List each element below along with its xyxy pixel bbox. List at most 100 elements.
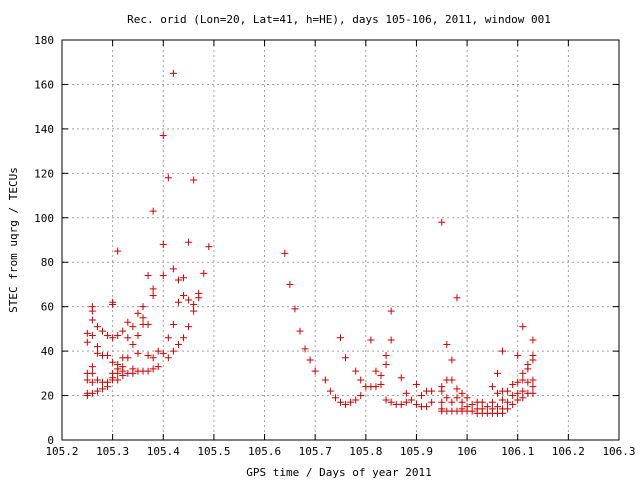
data-point xyxy=(342,354,350,362)
data-point xyxy=(104,352,112,360)
data-point xyxy=(144,320,152,328)
data-point xyxy=(124,354,132,362)
data-point xyxy=(382,396,390,404)
x-tick-label: 105.4 xyxy=(147,445,180,458)
data-point xyxy=(109,300,117,308)
data-point xyxy=(169,265,177,273)
data-point xyxy=(88,389,96,397)
data-point xyxy=(164,334,172,342)
data-point xyxy=(529,383,537,391)
data-point xyxy=(190,307,198,315)
data-point xyxy=(382,360,390,368)
data-point xyxy=(200,269,208,277)
data-point xyxy=(397,400,405,408)
data-point xyxy=(154,347,162,355)
data-point xyxy=(453,294,461,302)
data-point xyxy=(144,272,152,280)
data-point xyxy=(129,369,137,377)
data-point xyxy=(99,385,107,393)
data-point xyxy=(519,369,527,377)
y-tick-label: 160 xyxy=(34,78,54,91)
data-point xyxy=(418,392,426,400)
data-point xyxy=(448,398,456,406)
data-point xyxy=(88,378,96,386)
data-point xyxy=(514,378,522,386)
data-point xyxy=(412,400,420,408)
data-point xyxy=(124,334,132,342)
data-point xyxy=(93,387,101,395)
data-point xyxy=(88,363,96,371)
data-point xyxy=(180,274,188,282)
data-point xyxy=(504,398,512,406)
data-point xyxy=(372,383,380,391)
data-points xyxy=(83,69,537,417)
data-point xyxy=(529,336,537,344)
data-point xyxy=(93,323,101,331)
data-point xyxy=(529,389,537,397)
data-point xyxy=(296,327,304,335)
data-point xyxy=(124,318,132,326)
data-point xyxy=(483,403,491,411)
data-point xyxy=(412,380,420,388)
data-point xyxy=(529,376,537,384)
x-tick-label: 105.6 xyxy=(248,445,281,458)
data-point xyxy=(428,398,436,406)
data-point xyxy=(311,367,319,375)
data-point xyxy=(144,352,152,360)
data-point xyxy=(190,176,198,184)
data-point xyxy=(499,347,507,355)
plot-frame xyxy=(61,39,620,441)
data-point xyxy=(352,396,360,404)
data-point xyxy=(402,389,410,397)
data-point xyxy=(357,392,365,400)
data-point xyxy=(377,380,385,388)
data-point xyxy=(488,383,496,391)
data-point xyxy=(438,398,446,406)
data-point xyxy=(438,387,446,395)
data-point xyxy=(93,376,101,384)
data-point xyxy=(514,352,522,360)
data-point xyxy=(180,334,188,342)
grid xyxy=(62,40,619,440)
data-point xyxy=(519,394,527,402)
data-point xyxy=(331,394,339,402)
data-point xyxy=(377,372,385,380)
data-point xyxy=(337,398,344,406)
data-point xyxy=(139,303,147,311)
data-point xyxy=(88,332,96,340)
data-point xyxy=(159,349,167,357)
x-tick-label: 106.3 xyxy=(602,445,635,458)
data-point xyxy=(149,207,157,215)
data-point xyxy=(524,365,532,373)
data-point xyxy=(372,367,380,375)
data-point xyxy=(174,298,182,306)
data-point xyxy=(93,343,101,351)
data-point xyxy=(519,376,527,384)
data-point xyxy=(93,349,101,357)
data-point xyxy=(104,383,112,391)
data-point xyxy=(281,249,289,257)
data-point xyxy=(382,352,390,360)
data-point xyxy=(443,394,451,402)
data-point xyxy=(174,276,182,284)
data-point xyxy=(149,365,157,373)
y-tick-label: 120 xyxy=(34,167,54,180)
y-tick-label: 100 xyxy=(34,212,54,225)
data-point xyxy=(185,296,193,304)
data-point xyxy=(448,376,456,384)
data-point xyxy=(387,398,395,406)
data-point xyxy=(337,334,344,342)
x-axis-label: GPS time / Days of year 2011 xyxy=(246,466,431,479)
data-point xyxy=(367,336,375,344)
data-point xyxy=(83,392,91,400)
data-point xyxy=(119,327,127,335)
data-point xyxy=(321,376,329,384)
data-point xyxy=(519,323,527,331)
data-point xyxy=(402,398,410,406)
data-point xyxy=(104,332,112,340)
data-point xyxy=(169,320,177,328)
data-point xyxy=(478,398,486,406)
data-point xyxy=(342,400,350,408)
x-tick-label: 105.8 xyxy=(349,445,382,458)
